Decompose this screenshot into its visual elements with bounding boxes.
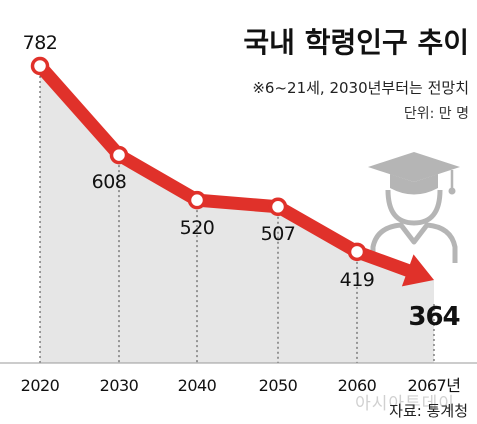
x-tick-label: 2050 <box>259 376 298 395</box>
data-label: 364 <box>408 302 459 332</box>
data-point <box>109 145 129 165</box>
data-label: 608 <box>92 171 127 193</box>
data-point <box>347 242 367 262</box>
x-tick-label: 2020 <box>21 376 60 395</box>
data-label: 520 <box>180 217 215 239</box>
x-tick-label: 2067년 <box>408 376 461 395</box>
markers <box>30 56 367 262</box>
x-tick-label: 2030 <box>100 376 139 395</box>
arrowhead <box>401 254 434 287</box>
data-label: 419 <box>340 269 375 291</box>
drop-lines <box>39 66 435 363</box>
x-tick-label: 2060 <box>338 376 377 395</box>
x-axis: 2020 2030 2040 2050 2060 2067년 <box>21 376 461 395</box>
area-fill <box>40 66 434 363</box>
data-point <box>268 197 288 217</box>
chart-title: 국내 학령인구 추이 <box>243 26 469 59</box>
data-labels: 782 608 520 507 419 364 <box>23 32 461 332</box>
data-label: 507 <box>261 223 296 245</box>
data-point <box>30 56 50 76</box>
source-label: 자료: 통계청 <box>389 402 468 420</box>
x-tick-label: 2040 <box>178 376 217 395</box>
data-point <box>187 190 207 210</box>
unit-label: 단위: 만 명 <box>404 106 469 122</box>
watermark: 아시아투데이 <box>355 394 455 414</box>
data-label: 782 <box>23 32 58 54</box>
chart-subtitle: ※6~21세, 2030년부터는 전망치 <box>252 79 469 97</box>
graduate-icon <box>368 152 460 263</box>
